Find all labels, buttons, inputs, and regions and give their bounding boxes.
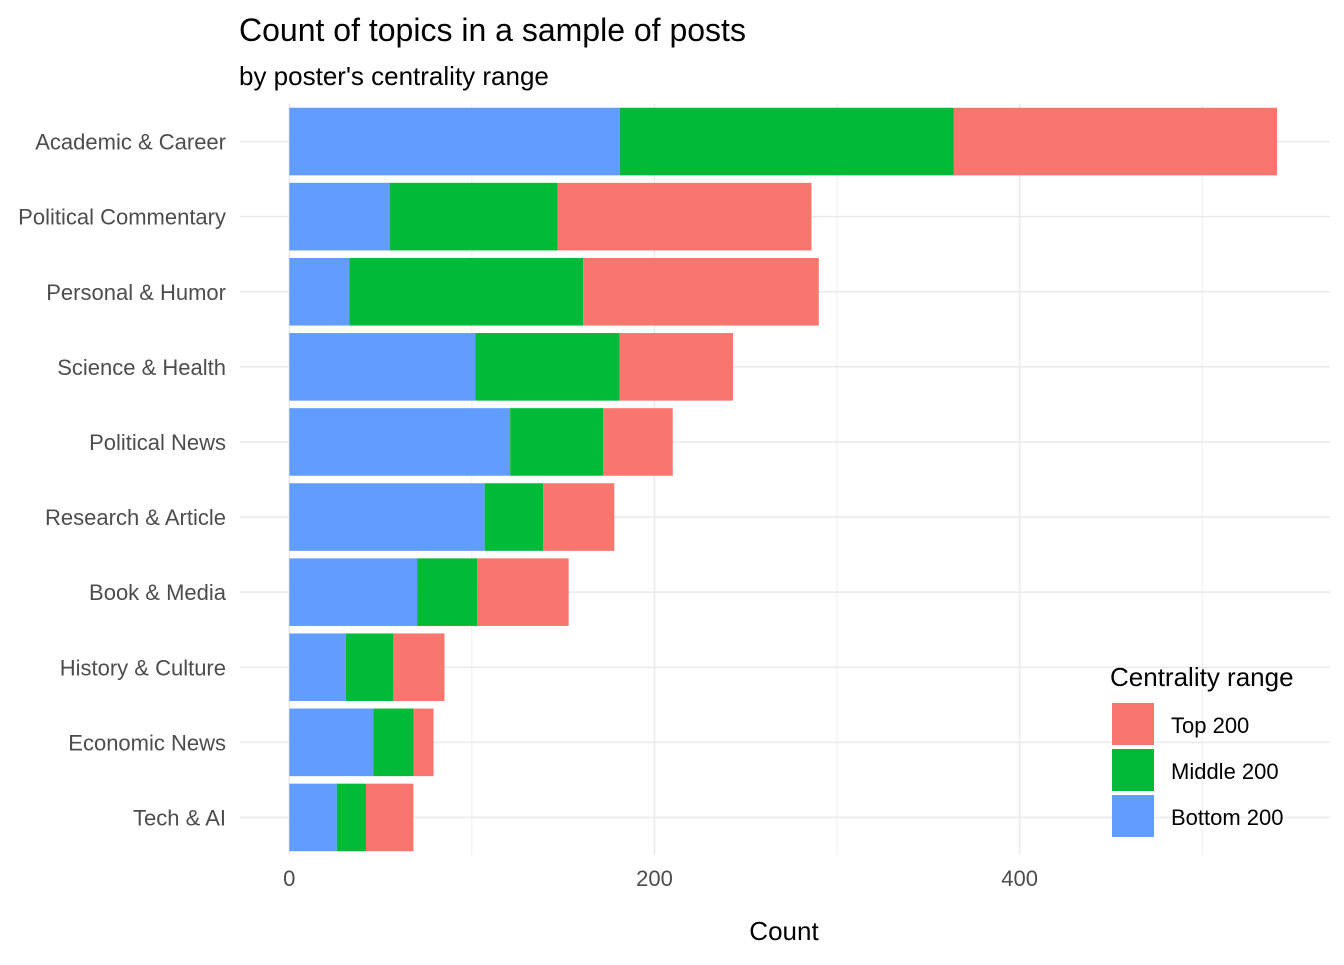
bar-bottom-200 bbox=[289, 633, 346, 702]
y-tick-label: Political Commentary bbox=[18, 205, 226, 230]
bar-top-200 bbox=[365, 783, 414, 852]
bar-bottom-200 bbox=[289, 483, 485, 551]
x-tick-label: 200 bbox=[636, 866, 673, 891]
bar-top-200 bbox=[477, 558, 569, 626]
bar-top-200 bbox=[953, 107, 1278, 176]
bar-middle-200 bbox=[389, 182, 558, 251]
bar-middle-200 bbox=[417, 558, 478, 626]
y-tick-label: Research & Article bbox=[45, 505, 226, 530]
bar-bottom-200 bbox=[289, 708, 374, 777]
y-tick-label: History & Culture bbox=[60, 655, 226, 680]
y-tick-label: Academic & Career bbox=[35, 130, 226, 155]
bar-top-200 bbox=[413, 708, 434, 777]
bar-middle-200 bbox=[336, 783, 366, 852]
bars bbox=[289, 107, 1278, 852]
bar-top-200 bbox=[603, 408, 673, 476]
bar-middle-200 bbox=[345, 633, 394, 702]
legend-key bbox=[1112, 795, 1154, 837]
bar-bottom-200 bbox=[289, 783, 337, 852]
legend-label: Bottom 200 bbox=[1171, 805, 1284, 830]
x-axis-labels: 0 200 400 bbox=[283, 866, 1038, 891]
bar-bottom-200 bbox=[289, 408, 511, 476]
bar-middle-200 bbox=[510, 408, 604, 476]
bar-top-200 bbox=[543, 483, 615, 551]
y-tick-label: Tech & AI bbox=[133, 805, 226, 830]
legend-label: Middle 200 bbox=[1171, 759, 1279, 784]
chart-subtitle: by poster's centrality range bbox=[239, 61, 549, 91]
x-tick-label: 0 bbox=[283, 866, 295, 891]
chart-title: Count of topics in a sample of posts bbox=[239, 12, 746, 48]
bar-bottom-200 bbox=[289, 558, 418, 626]
bar-middle-200 bbox=[349, 257, 584, 326]
bar-top-200 bbox=[583, 257, 819, 326]
bar-bottom-200 bbox=[289, 333, 476, 401]
legend: Centrality range Top 200 Middle 200 Bottom… bbox=[1110, 662, 1294, 837]
bar-middle-200 bbox=[484, 483, 544, 551]
bar-top-200 bbox=[619, 333, 733, 401]
bar-top-200 bbox=[393, 633, 445, 702]
bar-middle-200 bbox=[373, 708, 414, 777]
legend-key bbox=[1112, 749, 1154, 791]
legend-key bbox=[1112, 703, 1154, 745]
y-tick-label: Economic News bbox=[68, 730, 226, 755]
legend-label: Top 200 bbox=[1171, 713, 1249, 738]
bar-middle-200 bbox=[475, 333, 620, 401]
y-tick-label: Political News bbox=[89, 430, 226, 455]
bar-bottom-200 bbox=[289, 182, 390, 251]
bar-middle-200 bbox=[619, 107, 954, 176]
bar-bottom-200 bbox=[289, 257, 350, 326]
x-axis-title: Count bbox=[749, 916, 819, 946]
y-axis-labels: Academic & Career Political Commentary Per… bbox=[18, 130, 227, 831]
x-tick-label: 400 bbox=[1001, 866, 1038, 891]
bar-bottom-200 bbox=[289, 107, 620, 176]
bar-top-200 bbox=[557, 182, 812, 251]
legend-title: Centrality range bbox=[1110, 662, 1294, 692]
y-tick-label: Personal & Humor bbox=[46, 280, 226, 305]
y-tick-label: Book & Media bbox=[89, 580, 227, 605]
y-tick-label: Science & Health bbox=[57, 355, 226, 380]
